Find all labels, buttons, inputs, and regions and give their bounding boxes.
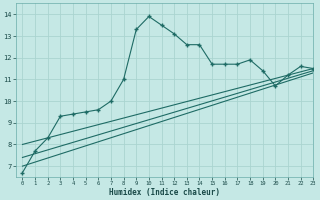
X-axis label: Humidex (Indice chaleur): Humidex (Indice chaleur) xyxy=(109,188,220,197)
